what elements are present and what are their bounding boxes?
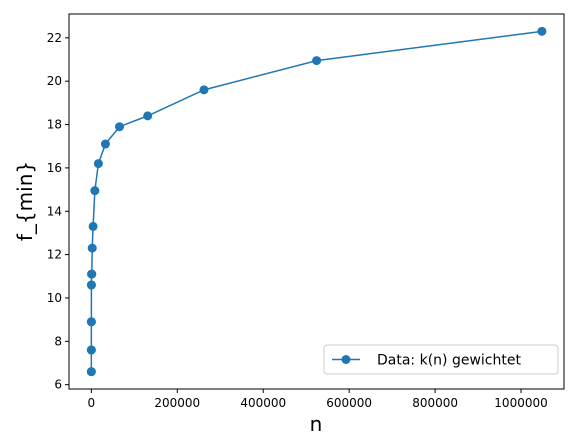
y-axis-ticks: 6 8 10 12 14 16 18 20 22 bbox=[47, 31, 69, 392]
y-tick-label: 10 bbox=[47, 291, 62, 305]
data-point bbox=[312, 56, 322, 66]
data-point bbox=[86, 367, 96, 377]
series-layer bbox=[86, 26, 547, 377]
data-point bbox=[100, 139, 110, 149]
y-tick-label: 12 bbox=[47, 248, 62, 262]
data-point bbox=[87, 243, 97, 253]
y-tick-label: 14 bbox=[47, 204, 62, 218]
plot-frame bbox=[68, 13, 565, 390]
y-tick-label: 22 bbox=[47, 31, 62, 45]
y-tick-label: 8 bbox=[54, 334, 62, 348]
y-tick-label: 16 bbox=[47, 161, 62, 175]
data-point bbox=[199, 85, 209, 95]
x-tick-label: 0 bbox=[88, 396, 96, 410]
data-point bbox=[115, 122, 125, 132]
x-tick-label: 400000 bbox=[240, 396, 286, 410]
y-tick-label: 20 bbox=[47, 74, 62, 88]
x-tick-label: 200000 bbox=[154, 396, 200, 410]
series-line bbox=[90, 30, 542, 373]
data-point bbox=[86, 345, 96, 355]
data-point bbox=[86, 317, 96, 327]
data-point bbox=[537, 26, 547, 36]
y-axis-label: f_{min} bbox=[13, 161, 37, 241]
data-point bbox=[90, 186, 100, 196]
x-tick-label: 800000 bbox=[412, 396, 458, 410]
legend-box bbox=[323, 344, 559, 375]
legend-entry-label: Data: k(n) gewichtet bbox=[377, 353, 521, 369]
legend: Data: k(n) gewichtet bbox=[323, 344, 559, 375]
data-point bbox=[86, 280, 96, 290]
x-tick-label: 600000 bbox=[326, 396, 372, 410]
data-point bbox=[143, 111, 153, 121]
x-axis-ticks: 0 200000 400000 600000 800000 1000000 bbox=[88, 389, 548, 410]
y-tick-label: 6 bbox=[54, 378, 62, 392]
data-point bbox=[93, 159, 103, 169]
x-tick-label: 1000000 bbox=[494, 396, 547, 410]
x-axis-label: n bbox=[310, 412, 323, 436]
legend-marker-swatch bbox=[341, 355, 351, 364]
y-tick-label: 18 bbox=[47, 118, 62, 132]
data-point bbox=[88, 221, 98, 231]
data-point bbox=[87, 269, 97, 279]
